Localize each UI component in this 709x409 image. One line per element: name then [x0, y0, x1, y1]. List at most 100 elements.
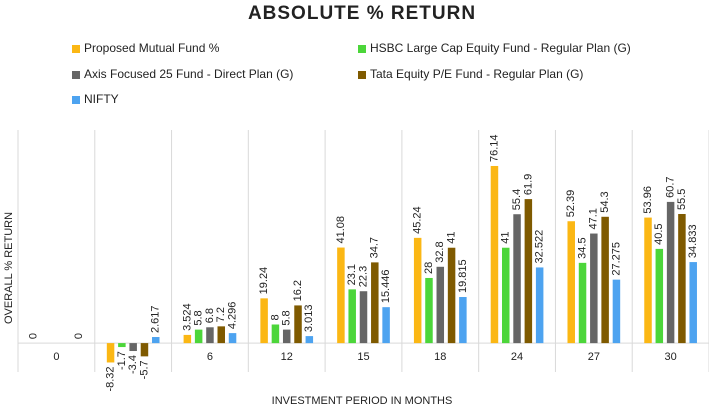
data-label: 47.1 [588, 208, 600, 229]
bar [228, 333, 237, 344]
data-label: 15.446 [380, 270, 392, 304]
bar [348, 289, 356, 344]
data-label: 0 [28, 333, 40, 339]
data-label: 34.833 [687, 224, 699, 258]
data-label: 32.522 [534, 230, 546, 264]
bar [371, 262, 379, 344]
data-label: 45.24 [412, 206, 424, 234]
bar [524, 199, 533, 344]
data-label: 22.3 [357, 266, 369, 287]
data-label: 41 [445, 231, 457, 243]
bar [490, 165, 499, 344]
data-label: -3.4 [127, 355, 139, 374]
bar [106, 343, 115, 363]
data-label: 28 [423, 262, 435, 274]
bar [282, 329, 291, 344]
y-axis-title: OVERALL % RETURN [3, 212, 15, 324]
bar [118, 343, 126, 348]
data-label: 52.39 [565, 190, 577, 218]
bar [359, 291, 368, 344]
bar [129, 343, 137, 352]
bar [271, 324, 280, 344]
data-label: 55.4 [511, 189, 523, 210]
bar [644, 217, 652, 344]
legend-label: Tata Equity P/E Fund - Regular Plan (G) [370, 67, 583, 81]
data-label: 3.013 [303, 305, 315, 333]
bar [337, 247, 345, 344]
x-tick-label: 15 [357, 351, 369, 363]
bar [206, 327, 214, 344]
legend-swatch [358, 45, 366, 53]
data-label: 41 [500, 231, 512, 243]
x-tick-label: 12 [281, 351, 293, 363]
bar [413, 237, 422, 344]
data-label: 16.2 [292, 280, 304, 301]
data-label: 3.524 [181, 303, 193, 331]
data-label: 54.3 [599, 191, 611, 212]
x-tick-label: 24 [511, 351, 523, 363]
x-tick-label: 27 [588, 351, 600, 363]
data-label: -8.32 [104, 366, 116, 391]
bar [601, 216, 609, 344]
data-label: 60.7 [665, 176, 677, 197]
bar [502, 247, 510, 344]
bar [666, 201, 675, 344]
legend-label: Proposed Mutual Fund % [84, 41, 220, 55]
bar [513, 214, 521, 344]
data-label: 40.5 [653, 223, 665, 244]
bar [590, 233, 598, 344]
data-label: 19.24 [258, 267, 270, 295]
data-label: -1.7 [116, 351, 128, 370]
bar [655, 248, 664, 344]
bar [612, 279, 621, 344]
bar [678, 213, 686, 344]
data-label: 53.96 [642, 186, 654, 214]
bar [305, 336, 314, 344]
bar [535, 267, 544, 344]
bar [140, 343, 149, 357]
bar [183, 334, 192, 344]
data-label: 55.5 [676, 189, 688, 210]
bar [567, 221, 575, 344]
data-label: 34.5 [576, 237, 588, 258]
bar [194, 329, 203, 344]
legend-label: HSBC Large Cap Equity Fund - Regular Pla… [370, 41, 631, 55]
x-axis-title: INVESTMENT PERIOD IN MONTHS [272, 395, 453, 407]
data-label: 6.8 [204, 308, 216, 323]
bar [382, 307, 390, 344]
data-label: 27.275 [610, 242, 622, 276]
legend-label: NIFTY [84, 92, 119, 106]
bar [260, 298, 268, 344]
bar [447, 247, 456, 344]
x-tick-label: 18 [434, 351, 446, 363]
legend-swatch [72, 71, 80, 79]
data-label: 19.815 [457, 259, 469, 293]
bar [459, 297, 467, 344]
x-tick-label: 0 [53, 351, 59, 363]
bar [152, 337, 160, 344]
data-label: 23.1 [346, 264, 358, 285]
legend-swatch [358, 71, 366, 79]
data-label: 61.9 [522, 174, 534, 195]
bar [425, 277, 433, 344]
data-label: -5.7 [138, 360, 150, 379]
bar [217, 326, 225, 344]
chart-title: ABSOLUTE % RETURN [248, 3, 476, 24]
data-label: 8 [269, 314, 281, 320]
data-label: 41.08 [335, 216, 347, 244]
bar [578, 262, 587, 344]
data-label: 32.8 [434, 241, 446, 262]
data-label: 76.14 [488, 134, 500, 162]
legend-swatch [72, 96, 80, 104]
data-label: 0 [73, 333, 85, 339]
data-label: 7.2 [215, 307, 227, 322]
legend-swatch [72, 45, 80, 53]
data-label: 5.8 [281, 310, 293, 325]
x-tick-label: 30 [664, 351, 676, 363]
data-label: 5.8 [193, 310, 205, 325]
legend-label: Axis Focused 25 Fund - Direct Plan (G) [84, 67, 293, 81]
data-label: 4.296 [226, 302, 238, 330]
x-tick-label: 6 [207, 351, 213, 363]
data-label: 34.7 [369, 237, 381, 258]
